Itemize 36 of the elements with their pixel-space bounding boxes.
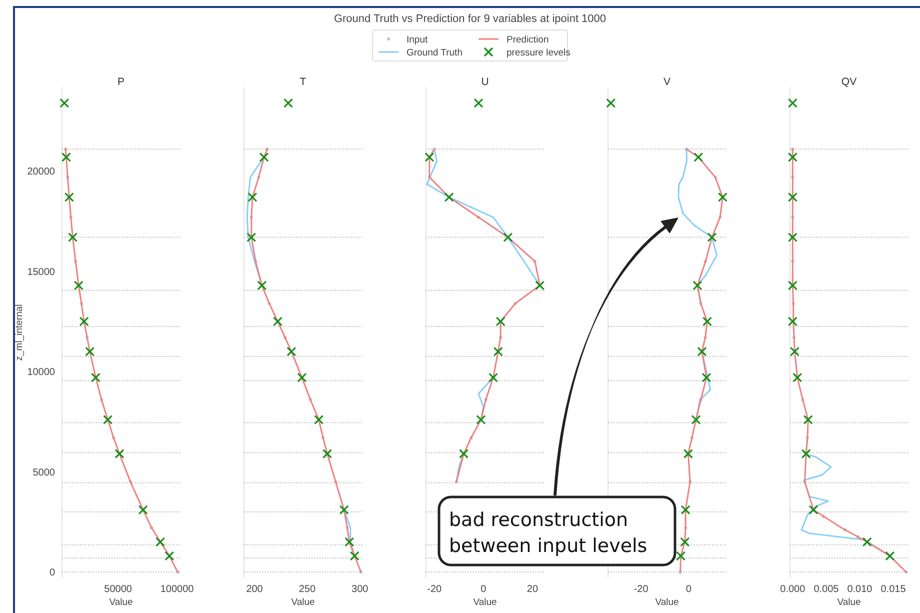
x-tick-label: 0.015: [880, 584, 906, 595]
legend-label: pressure levels: [506, 48, 571, 58]
chart-title: V: [663, 76, 671, 88]
x-tick-label: 250: [298, 584, 316, 595]
x-tick-label: 0.000: [780, 584, 806, 595]
chart-title: T: [300, 76, 307, 88]
x-tick-label: 50000: [104, 584, 132, 595]
x-axis-title: Value: [837, 597, 861, 608]
x-axis-title: Value: [655, 597, 679, 608]
x-axis-title: Value: [109, 597, 133, 608]
legend-label: Input: [406, 34, 428, 46]
x-axis-title: Value: [473, 597, 497, 608]
x-tick-label: 0: [480, 584, 487, 595]
annotation: bad reconstruction between input levels: [449, 509, 648, 557]
x-tick-label: -20: [427, 584, 442, 595]
x-axis-title: Value: [291, 597, 315, 608]
y-tick-label: 0: [49, 567, 56, 578]
legend-label: Ground Truth: [406, 48, 462, 58]
x-tick-label: 200: [246, 584, 264, 595]
x-tick-label: 20: [526, 584, 538, 595]
x-tick-label: 100000: [160, 584, 194, 595]
legend-label: Prediction: [506, 34, 549, 46]
x-tick-label: 300: [352, 584, 369, 595]
chart-title: P: [117, 76, 125, 88]
chart-title: U: [481, 76, 489, 88]
y-tick-label: 10000: [27, 367, 56, 378]
x-tick-label: 0.010: [847, 584, 873, 595]
x-tick-label: 0.005: [814, 584, 840, 595]
x-tick-label: -20: [634, 584, 649, 595]
x-tick-label: 0: [686, 584, 692, 595]
y-axis-title: z_ml_internal: [14, 304, 25, 361]
y-tick-label: 5000: [32, 467, 56, 478]
text: Ground Truth vs Prediction for 9 variables at ipoint 1000: [334, 13, 606, 25]
y-tick-label: 15000: [27, 266, 56, 278]
chart-title: QV: [841, 76, 857, 88]
y-tick-label: 20000: [27, 166, 56, 178]
